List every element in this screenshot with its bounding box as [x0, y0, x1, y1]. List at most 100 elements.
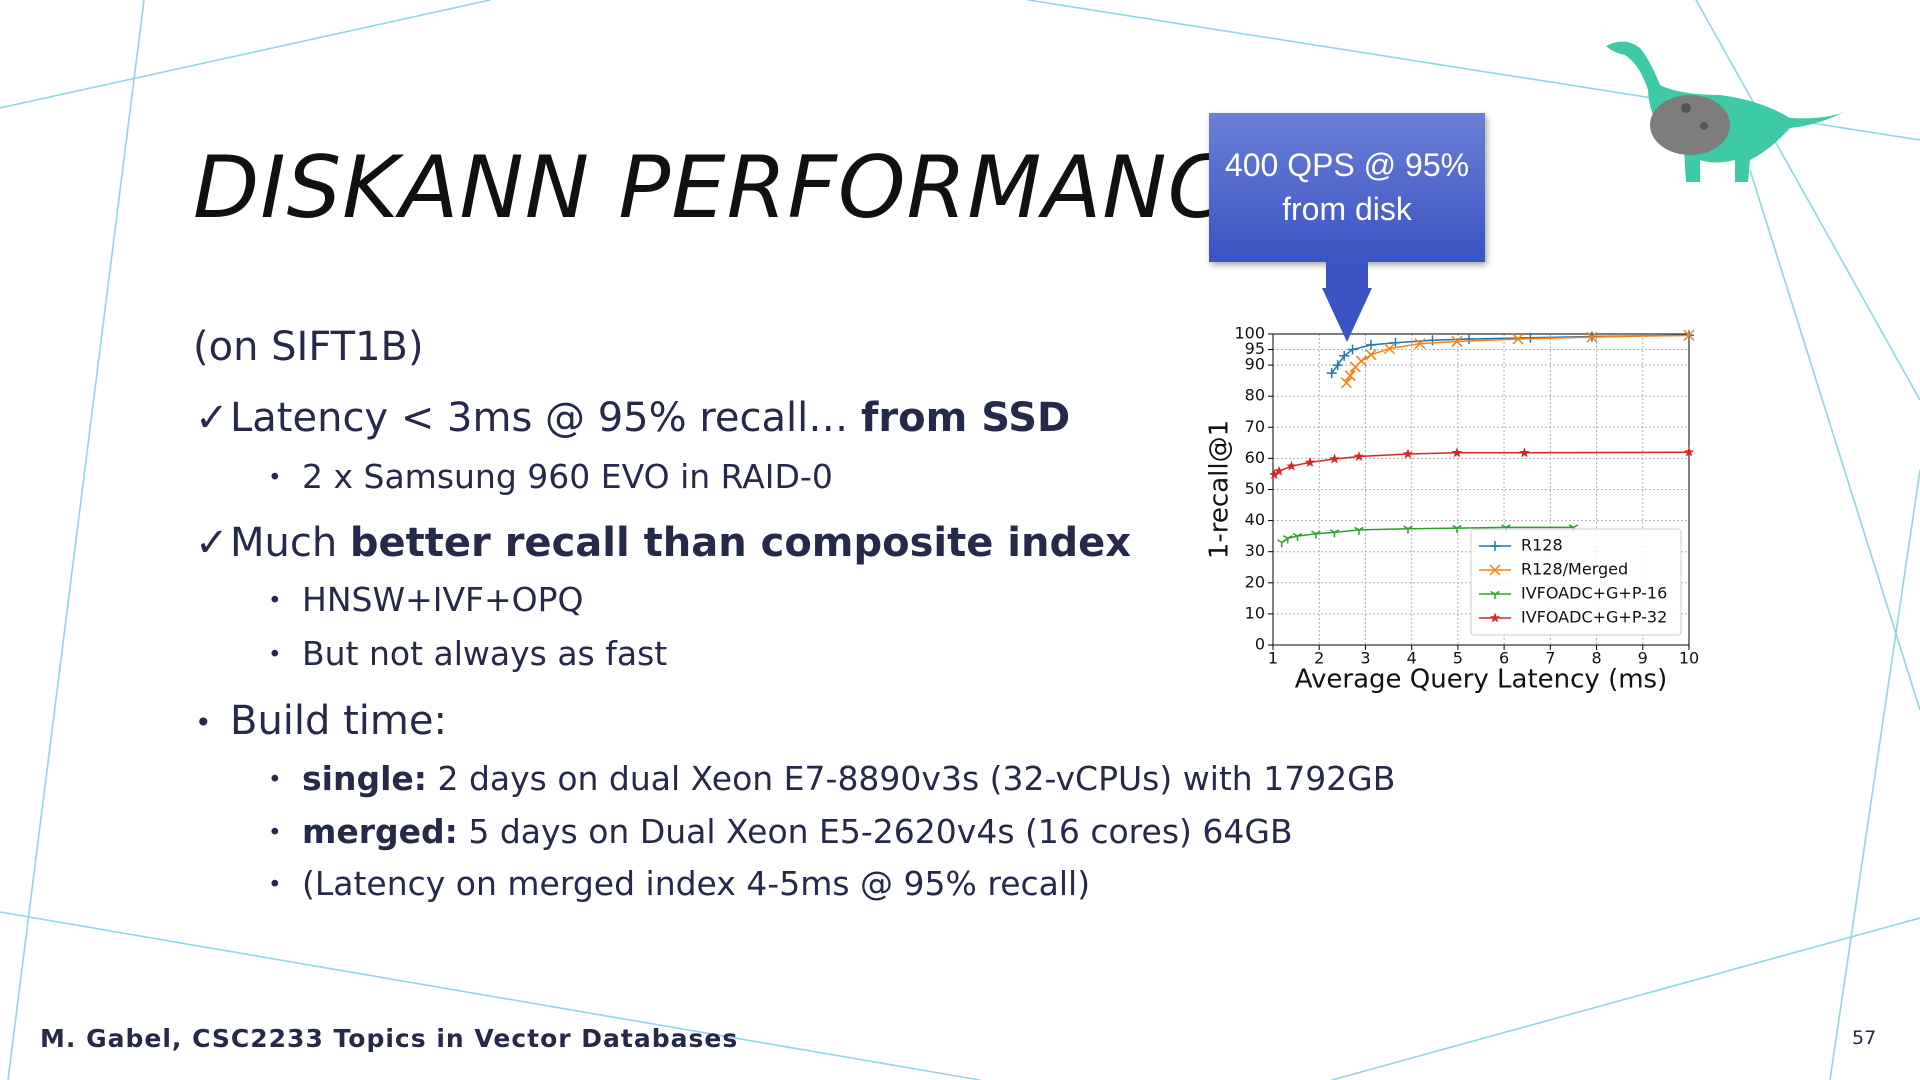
legend-label: R128 [1521, 536, 1563, 555]
point [1339, 350, 1350, 361]
bullet-text: Latency < 3ms @ 95% recall… from SSD [230, 398, 1070, 438]
point [1277, 539, 1287, 548]
point [1347, 344, 1358, 355]
y-tick-label: 30 [1245, 541, 1265, 560]
legend-box [1470, 528, 1682, 636]
x-axis-label: Average Query Latency (ms) [1295, 665, 1668, 695]
y-tick-label: 95 [1245, 339, 1265, 358]
point [1353, 451, 1365, 461]
text-run: 5 days on Dual Xeon E5-2620v4s (16 cores… [457, 812, 1293, 851]
point [1365, 339, 1376, 350]
point [1452, 524, 1462, 534]
deco-line [0, 0, 491, 109]
plot-frame [1272, 333, 1690, 646]
point [1683, 446, 1695, 457]
point [1283, 535, 1293, 544]
page-number: 57 [1852, 1027, 1877, 1049]
point [1383, 343, 1396, 355]
bold-text: single: [302, 759, 427, 798]
series-line [1281, 526, 1574, 544]
point [1340, 377, 1353, 389]
text-run: 2 x Samsung 960 EVO in RAID-0 [302, 457, 833, 496]
bullet-marker: • [268, 641, 282, 668]
y-tick-label: 40 [1245, 510, 1265, 529]
callout-line: 400 QPS @ 95% [1224, 147, 1470, 184]
y-tick-label: 60 [1245, 448, 1265, 467]
y-tick-label: 80 [1245, 386, 1265, 405]
point [1365, 349, 1377, 361]
legend-label: IVFOADC+G+P-32 [1521, 608, 1667, 627]
callout: 400 QPS @ 95% from disk [1209, 113, 1485, 262]
dinosaur [1606, 41, 1848, 182]
bullet-marker: • [268, 464, 282, 491]
bold-text: from SSD [860, 395, 1071, 441]
bullet-marker: • [268, 819, 282, 846]
y-axis-label: 1-recall@1 [1205, 420, 1235, 559]
y-tick-label: 90 [1245, 355, 1265, 374]
point [1326, 368, 1337, 379]
bullet-text: HNSW+IVF+OPQ [302, 583, 584, 616]
bold-text: merged: [302, 812, 458, 851]
point [1414, 338, 1426, 350]
legend-marker [1489, 564, 1501, 576]
y-tick-label: 10 [1245, 603, 1265, 622]
deco-line [1695, 0, 1920, 401]
point [1403, 525, 1413, 534]
bullet-text: merged: 5 days on Dual Xeon E5-2620v4s (… [302, 815, 1293, 848]
slide-title: DISKANN PERFORMANCE [193, 138, 1285, 238]
text-run: (Latency on merged index 4-5ms @ 95% rec… [302, 864, 1091, 903]
point [1332, 360, 1343, 371]
point [1683, 329, 1695, 341]
point [1273, 465, 1285, 476]
text-run: But not always as fast [302, 634, 668, 673]
bullet-text: (Latency on merged index 4-5ms @ 95% rec… [302, 867, 1090, 900]
x-tick-label: 4 [1407, 649, 1417, 668]
bullet-text: single: 2 days on dual Xeon E7-8890v3s (… [302, 762, 1395, 795]
point [1286, 460, 1297, 471]
point [1311, 530, 1321, 539]
point [1519, 447, 1530, 458]
text-run: Latency < 3ms @ 95% recall… [230, 395, 861, 441]
bullet-marker: ✓ [195, 395, 229, 441]
point [1525, 332, 1536, 343]
bullet-marker: • [268, 587, 282, 614]
legend-marker [1490, 541, 1500, 551]
point [1512, 333, 1524, 345]
deco-line [0, 911, 981, 1080]
text-run: Much [230, 520, 350, 566]
text-run: 2 days on dual Xeon E7-8890v3s (32-vCPUs… [426, 759, 1396, 798]
x-tick-label: 10 [1679, 649, 1699, 668]
y-tick-label: 50 [1245, 479, 1265, 498]
text-run: HNSW+IVF+OPQ [302, 580, 584, 619]
point [1463, 333, 1474, 344]
bullet-text: Much better recall than composite index [230, 523, 1131, 563]
x-tick-label: 8 [1591, 649, 1601, 668]
point [1355, 355, 1367, 367]
point [1354, 526, 1364, 535]
x-tick-label: 9 [1638, 649, 1648, 668]
y-tick-label: 0 [1255, 635, 1265, 654]
deco-line [7, 0, 145, 1080]
bullet-text: (on SIFT1B) [193, 327, 424, 367]
bullet-marker: • [268, 871, 282, 898]
text-run: Build time: [230, 698, 447, 744]
x-tick-label: 7 [1545, 649, 1555, 668]
point [1329, 529, 1340, 538]
point [1586, 331, 1598, 343]
legend-marker [1489, 612, 1501, 623]
x-tick-label: 6 [1499, 649, 1509, 668]
deco-line [1829, 469, 1920, 1080]
legend-label: IVFOADC+G+P-16 [1521, 584, 1667, 603]
point [1292, 532, 1303, 542]
text-run: (on SIFT1B) [193, 324, 424, 370]
bullet-text: But not always as fast [302, 637, 667, 670]
y-tick-label: 70 [1245, 417, 1265, 436]
point [1451, 447, 1463, 458]
callout-arrow [1322, 262, 1372, 342]
x-tick-label: 3 [1360, 649, 1370, 668]
callout-line: from disk [1282, 190, 1412, 227]
